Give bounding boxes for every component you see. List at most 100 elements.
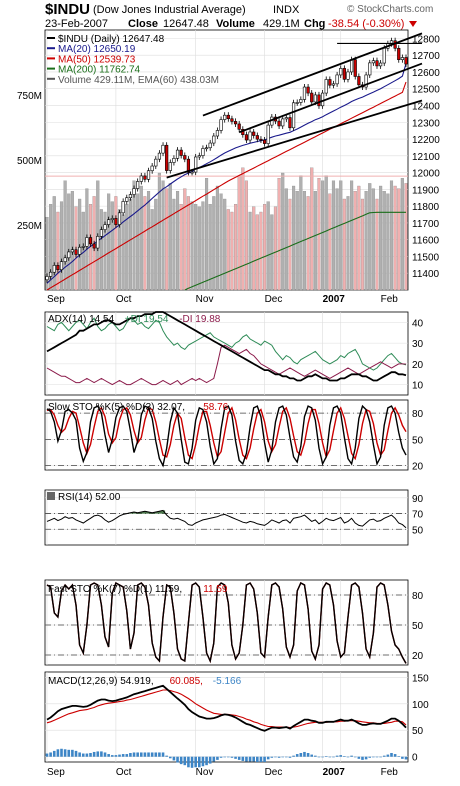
macd-histogram-bar: [107, 754, 110, 757]
price-candle: [215, 130, 220, 137]
price-axis-tick-label: 11900: [412, 185, 440, 196]
macd-histogram-bar: [364, 756, 368, 760]
price-candle: [281, 118, 285, 127]
price-candle: [128, 194, 133, 199]
volume-bar: [103, 211, 107, 291]
macd-histogram-bar: [223, 756, 226, 758]
price-candle: [70, 249, 74, 253]
trend-channel-upper: [202, 32, 423, 117]
volume-bar: [168, 183, 172, 291]
macd-histogram-bar: [121, 754, 125, 757]
main-legend-item: MA(20) 12650.19: [58, 44, 136, 55]
price-candle: [78, 246, 82, 255]
volume-bar: [143, 196, 147, 291]
watermark: © StockCharts.com: [347, 4, 433, 15]
price-candle: [299, 99, 303, 103]
price-candle: [186, 158, 191, 173]
macd-histogram-bar: [158, 752, 161, 757]
macd-histogram-bar: [404, 756, 408, 760]
price-candle: [139, 175, 143, 182]
price-candle: [74, 249, 78, 255]
volume-bar: [321, 180, 325, 291]
volume-bar: [382, 191, 386, 291]
macd-axis-tick-label: 0: [412, 753, 418, 764]
volume-bar: [157, 172, 161, 291]
price-candle: [288, 117, 292, 129]
price-candle: [103, 224, 107, 230]
macd-histogram-bar: [219, 756, 223, 758]
price-candle: [96, 236, 100, 249]
macd-histogram-bar: [375, 756, 379, 758]
macd-histogram-bar: [49, 752, 52, 757]
rsi-axis-tick-label: 70: [412, 510, 424, 521]
volume-bar: [386, 193, 390, 291]
price-candle: [92, 243, 96, 249]
macd-histogram-bar: [129, 753, 132, 757]
macd-histogram-bar: [89, 753, 92, 757]
price-candle: [56, 265, 60, 271]
slow-sto-d-line: [46, 406, 407, 461]
macd-histogram-bar: [245, 756, 248, 762]
price-candle: [132, 188, 136, 195]
price-candle: [161, 144, 165, 154]
macd-histogram-bar: [401, 756, 404, 759]
volume-bar: [248, 211, 252, 291]
macd-histogram-bar: [187, 756, 190, 768]
macd-histogram-bar: [56, 749, 60, 757]
macd-legend-item: MACD(12,26,9) 54.919,: [48, 676, 154, 687]
adx-axis-tick-label: 20: [412, 360, 424, 371]
main-legend-item: MA(200) 11762.74: [58, 65, 141, 76]
price-candle: [110, 218, 114, 221]
volume-bar: [201, 201, 205, 291]
macd-histogram-bar: [201, 756, 205, 767]
macd-panel-frame: [44, 671, 409, 763]
macd-histogram-bar: [346, 756, 350, 758]
macd-histogram-bar: [379, 756, 382, 758]
volume-bar: [400, 178, 404, 291]
trend-channel-lower: [166, 99, 423, 179]
macd-axis-tick-label: 50: [412, 726, 424, 737]
macd-histogram-bar: [118, 754, 121, 757]
macd-histogram-bar: [263, 756, 266, 762]
volume-bar: [52, 196, 56, 291]
macd-histogram-bar: [114, 755, 118, 757]
volume-bar: [172, 198, 176, 291]
volume-bar: [339, 180, 343, 291]
volume-bar: [375, 198, 379, 291]
macd-histogram-bar: [339, 755, 343, 757]
price-candle: [375, 60, 379, 67]
macd-histogram-bar: [256, 756, 259, 762]
macd-histogram-bar: [168, 756, 172, 759]
price-candle: [342, 68, 346, 80]
volume-bar: [328, 193, 332, 291]
volume-bar: [150, 209, 154, 291]
price-candle: [364, 74, 368, 88]
macd-histogram-bar: [397, 756, 401, 757]
price-axis-tick-label: 12800: [412, 34, 440, 45]
volume-bar: [353, 191, 357, 291]
price-candle: [197, 155, 201, 158]
fast-sto-axis-tick-label: 20: [412, 651, 424, 662]
macd-histogram-bar: [71, 749, 74, 757]
macd-histogram-bar: [321, 756, 324, 758]
price-panel-x-label: Nov: [196, 294, 214, 305]
price-candle: [248, 131, 252, 141]
macd-histogram-bar: [110, 755, 114, 757]
price-candle: [291, 102, 296, 129]
volume-bar: [212, 196, 216, 291]
volume-bar: [205, 178, 209, 291]
macd-histogram-bar: [332, 756, 335, 758]
volume-bar: [121, 214, 125, 291]
fast-sto-axis-tick-label: 50: [412, 621, 424, 632]
price-panel-x-label: Oct: [116, 294, 132, 305]
volume-bar: [154, 198, 158, 291]
volume-bar: [139, 185, 143, 291]
volume-bar: [190, 201, 194, 291]
rsi-line: [46, 509, 407, 529]
macd-histogram-bar: [208, 756, 212, 764]
price-candle: [204, 147, 209, 150]
price-axis-tick-label: 11600: [412, 236, 440, 247]
slow-sto-k-line: [46, 404, 407, 468]
price-axis-tick-label: 12300: [412, 118, 440, 129]
volume-bar: [364, 191, 368, 291]
